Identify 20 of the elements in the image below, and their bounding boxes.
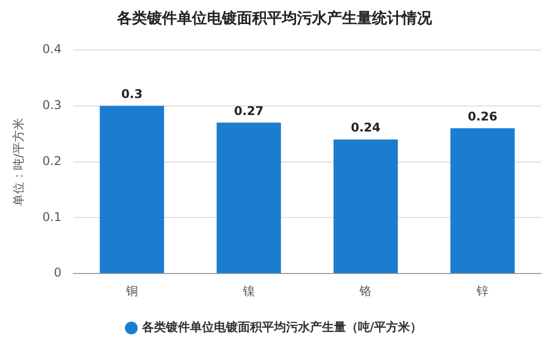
chart-title: 各类镀件单位电镀面积平均污水产生量统计情况 bbox=[116, 8, 433, 27]
data-label: 0.26 bbox=[468, 109, 498, 124]
x-tick-label: 铬 bbox=[358, 284, 372, 298]
y-tick-label: 0.3 bbox=[42, 98, 62, 112]
y-tick-label: 0.2 bbox=[42, 154, 62, 168]
bar bbox=[216, 122, 281, 274]
x-tick-label: 锌 bbox=[476, 284, 489, 298]
x-tick-label: 铜 bbox=[124, 284, 138, 298]
bar bbox=[450, 128, 515, 274]
legend-label: 各类镀件单位电镀面积平均污水产生量（吨/平方米） bbox=[140, 320, 422, 334]
data-label: 0.24 bbox=[350, 120, 380, 135]
x-tick-label: 镍 bbox=[242, 284, 255, 298]
y-axis-title: 单位：吨/平方米 bbox=[11, 118, 26, 206]
y-tick-label: 0.1 bbox=[42, 210, 62, 224]
y-tick-label: 0 bbox=[54, 266, 62, 280]
y-tick-label: 0.4 bbox=[42, 42, 62, 56]
data-label: 0.27 bbox=[234, 104, 264, 118]
data-label: 0.3 bbox=[121, 87, 143, 102]
bar bbox=[100, 106, 164, 274]
bar bbox=[334, 139, 398, 274]
